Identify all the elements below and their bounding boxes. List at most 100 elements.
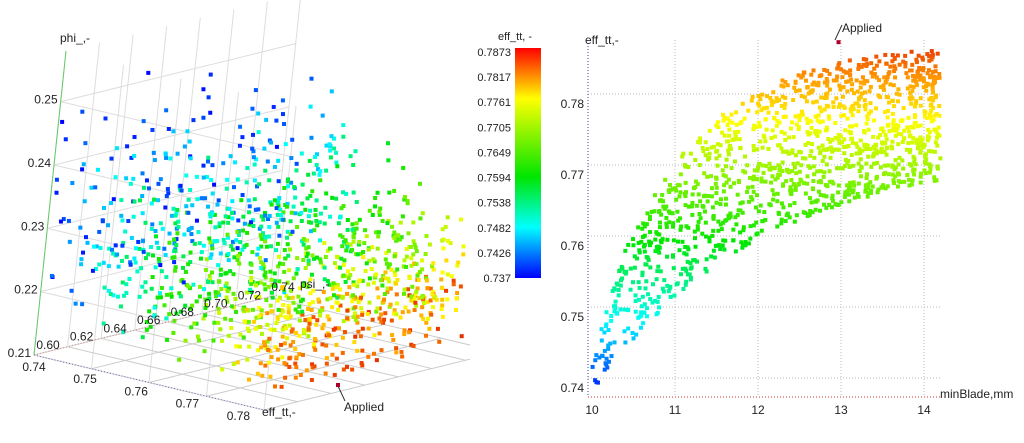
data-point bbox=[290, 295, 295, 300]
data-point bbox=[163, 152, 168, 157]
data-point bbox=[683, 194, 688, 199]
data-point bbox=[301, 237, 306, 242]
data-point bbox=[189, 232, 194, 237]
data-point bbox=[420, 258, 425, 263]
x-tick-label: 11 bbox=[669, 403, 682, 417]
data-point bbox=[287, 268, 292, 273]
data-point bbox=[923, 110, 928, 115]
data-point bbox=[306, 172, 311, 177]
data-point bbox=[276, 264, 281, 269]
data-point bbox=[422, 301, 427, 306]
data-point bbox=[740, 245, 745, 250]
data-point bbox=[850, 124, 855, 129]
data-point bbox=[623, 271, 628, 276]
data-point bbox=[772, 115, 777, 120]
data-point bbox=[835, 66, 840, 71]
data-point bbox=[890, 59, 895, 64]
data-point bbox=[824, 76, 829, 81]
data-point bbox=[813, 114, 818, 119]
data-point bbox=[895, 171, 900, 176]
data-point bbox=[230, 199, 235, 204]
data-point bbox=[922, 113, 927, 118]
data-point bbox=[779, 103, 784, 108]
data-point bbox=[281, 217, 286, 222]
data-point bbox=[854, 151, 859, 156]
data-point bbox=[280, 112, 285, 117]
data-point bbox=[890, 163, 895, 168]
data-point bbox=[218, 327, 223, 332]
data-point bbox=[760, 219, 765, 224]
data-point bbox=[425, 316, 430, 321]
data-point bbox=[671, 266, 676, 271]
data-point bbox=[897, 155, 902, 160]
data-point bbox=[111, 293, 116, 298]
data-point bbox=[313, 207, 318, 212]
data-point bbox=[173, 213, 178, 218]
data-point bbox=[183, 303, 188, 308]
data-point bbox=[414, 249, 419, 254]
data-point bbox=[374, 272, 379, 277]
data-point bbox=[654, 245, 659, 250]
data-point bbox=[620, 266, 625, 271]
data-point bbox=[864, 176, 869, 181]
data-point bbox=[697, 140, 702, 145]
data-point bbox=[865, 116, 870, 121]
data-point bbox=[174, 243, 179, 248]
data-point bbox=[914, 140, 919, 145]
data-point bbox=[881, 83, 886, 88]
data-point bbox=[126, 219, 131, 224]
data-point bbox=[348, 242, 353, 247]
data-point bbox=[268, 140, 273, 145]
data-point bbox=[848, 131, 853, 136]
data-point bbox=[808, 209, 813, 214]
data-point bbox=[850, 103, 855, 108]
data-point bbox=[919, 171, 924, 176]
data-point bbox=[890, 164, 895, 169]
data-point bbox=[933, 64, 938, 69]
data-point bbox=[781, 182, 786, 187]
data-point bbox=[730, 137, 735, 142]
data-point bbox=[836, 147, 841, 152]
data-point bbox=[209, 177, 214, 182]
data-point bbox=[428, 286, 433, 291]
data-point bbox=[238, 240, 243, 245]
data-point bbox=[286, 307, 291, 312]
data-point bbox=[921, 76, 926, 81]
data-point bbox=[809, 89, 814, 94]
data-point bbox=[412, 242, 417, 247]
data-point bbox=[656, 294, 661, 299]
data-point bbox=[267, 225, 272, 230]
data-point bbox=[262, 343, 267, 348]
data-point bbox=[714, 191, 719, 196]
data-point bbox=[917, 141, 922, 146]
data-point bbox=[936, 125, 941, 130]
data-point bbox=[640, 294, 645, 299]
data-point bbox=[228, 154, 233, 159]
data-point bbox=[923, 152, 928, 157]
data-point bbox=[350, 222, 355, 227]
data-point bbox=[657, 220, 662, 225]
data-point bbox=[319, 308, 324, 313]
data-point bbox=[439, 307, 444, 312]
data-point bbox=[838, 85, 843, 90]
x-tick-label: 0.64 bbox=[103, 321, 127, 335]
data-point bbox=[678, 272, 683, 277]
z-tick-label: 0.24 bbox=[28, 156, 52, 170]
data-point bbox=[917, 77, 922, 82]
data-point bbox=[386, 265, 391, 270]
data-point bbox=[797, 169, 802, 174]
data-point bbox=[295, 310, 300, 315]
data-point bbox=[810, 142, 815, 147]
data-point bbox=[870, 184, 875, 189]
data-point bbox=[291, 300, 296, 305]
data-point bbox=[751, 223, 756, 228]
data-point bbox=[869, 164, 874, 169]
data-point bbox=[921, 79, 926, 84]
data-point bbox=[760, 145, 765, 150]
data-point bbox=[895, 53, 900, 58]
data-point bbox=[341, 204, 346, 209]
y-tick-label: 0.74 bbox=[561, 381, 585, 395]
data-point bbox=[865, 79, 870, 84]
data-point bbox=[593, 358, 598, 363]
data-point bbox=[316, 167, 321, 172]
